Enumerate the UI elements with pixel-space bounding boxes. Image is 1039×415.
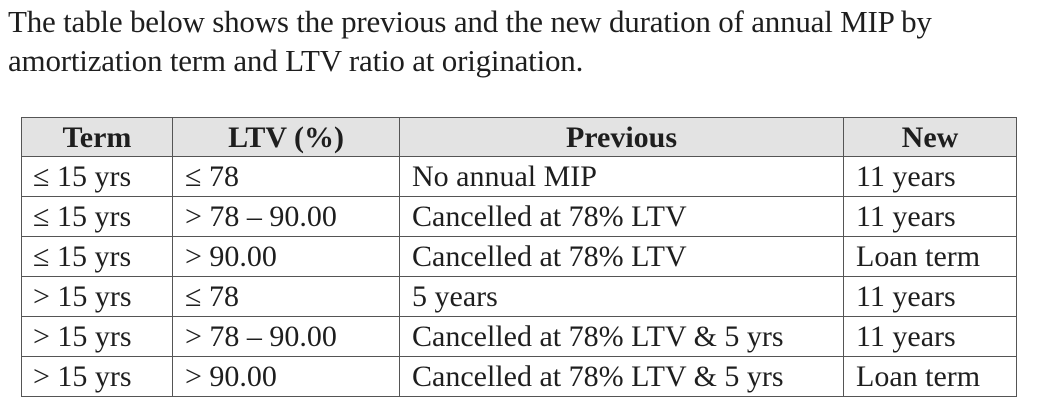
cell-term: ≤ 15 yrs bbox=[21, 196, 173, 237]
cell-term: ≤ 15 yrs bbox=[21, 156, 173, 197]
cell-term: > 15 yrs bbox=[21, 276, 173, 317]
cell-ltv: > 78 – 90.00 bbox=[172, 196, 400, 237]
cell-ltv: > 78 – 90.00 bbox=[172, 316, 400, 357]
cell-term: ≤ 15 yrs bbox=[21, 236, 173, 277]
cell-new: 11 years bbox=[843, 156, 1017, 197]
cell-previous: Cancelled at 78% LTV & 5 yrs bbox=[399, 356, 844, 397]
cell-term: > 15 yrs bbox=[21, 316, 173, 357]
cell-new: Loan term bbox=[843, 356, 1017, 397]
cell-ltv: > 90.00 bbox=[172, 236, 400, 277]
cell-previous: 5 years bbox=[399, 276, 844, 317]
cell-previous: Cancelled at 78% LTV & 5 yrs bbox=[399, 316, 844, 357]
cell-term: > 15 yrs bbox=[21, 356, 173, 397]
cell-previous: Cancelled at 78% LTV bbox=[399, 196, 844, 237]
intro-line-1: The table below shows the previous and t… bbox=[8, 4, 932, 39]
table-row: ≤ 15 yrs > 90.00 Cancelled at 78% LTV Lo… bbox=[21, 236, 1017, 277]
cell-previous: Cancelled at 78% LTV bbox=[399, 236, 844, 277]
header-previous: Previous bbox=[399, 117, 844, 157]
table-row: > 15 yrs > 78 – 90.00 Cancelled at 78% L… bbox=[21, 316, 1017, 357]
header-new: New bbox=[843, 117, 1017, 157]
table-row: > 15 yrs > 90.00 Cancelled at 78% LTV & … bbox=[21, 356, 1017, 397]
intro-line-2: amortization term and LTV ratio at origi… bbox=[8, 43, 584, 78]
table-row: ≤ 15 yrs ≤ 78 No annual MIP 11 years bbox=[21, 156, 1017, 197]
cell-new: 11 years bbox=[843, 276, 1017, 317]
header-term: Term bbox=[21, 117, 173, 157]
table-row: > 15 yrs ≤ 78 5 years 11 years bbox=[21, 276, 1017, 317]
cell-new: 11 years bbox=[843, 196, 1017, 237]
header-ltv: LTV (%) bbox=[172, 117, 400, 157]
cell-new: 11 years bbox=[843, 316, 1017, 357]
table-row: ≤ 15 yrs > 78 – 90.00 Cancelled at 78% L… bbox=[21, 196, 1017, 237]
cell-ltv: > 90.00 bbox=[172, 356, 400, 397]
intro-paragraph: The table below shows the previous and t… bbox=[8, 2, 1033, 80]
mip-duration-table: Term LTV (%) Previous New ≤ 15 yrs ≤ 78 … bbox=[21, 117, 1017, 397]
cell-ltv: ≤ 78 bbox=[172, 276, 400, 317]
table-header-row: Term LTV (%) Previous New bbox=[21, 117, 1017, 157]
cell-ltv: ≤ 78 bbox=[172, 156, 400, 197]
cell-new: Loan term bbox=[843, 236, 1017, 277]
cell-previous: No annual MIP bbox=[399, 156, 844, 197]
